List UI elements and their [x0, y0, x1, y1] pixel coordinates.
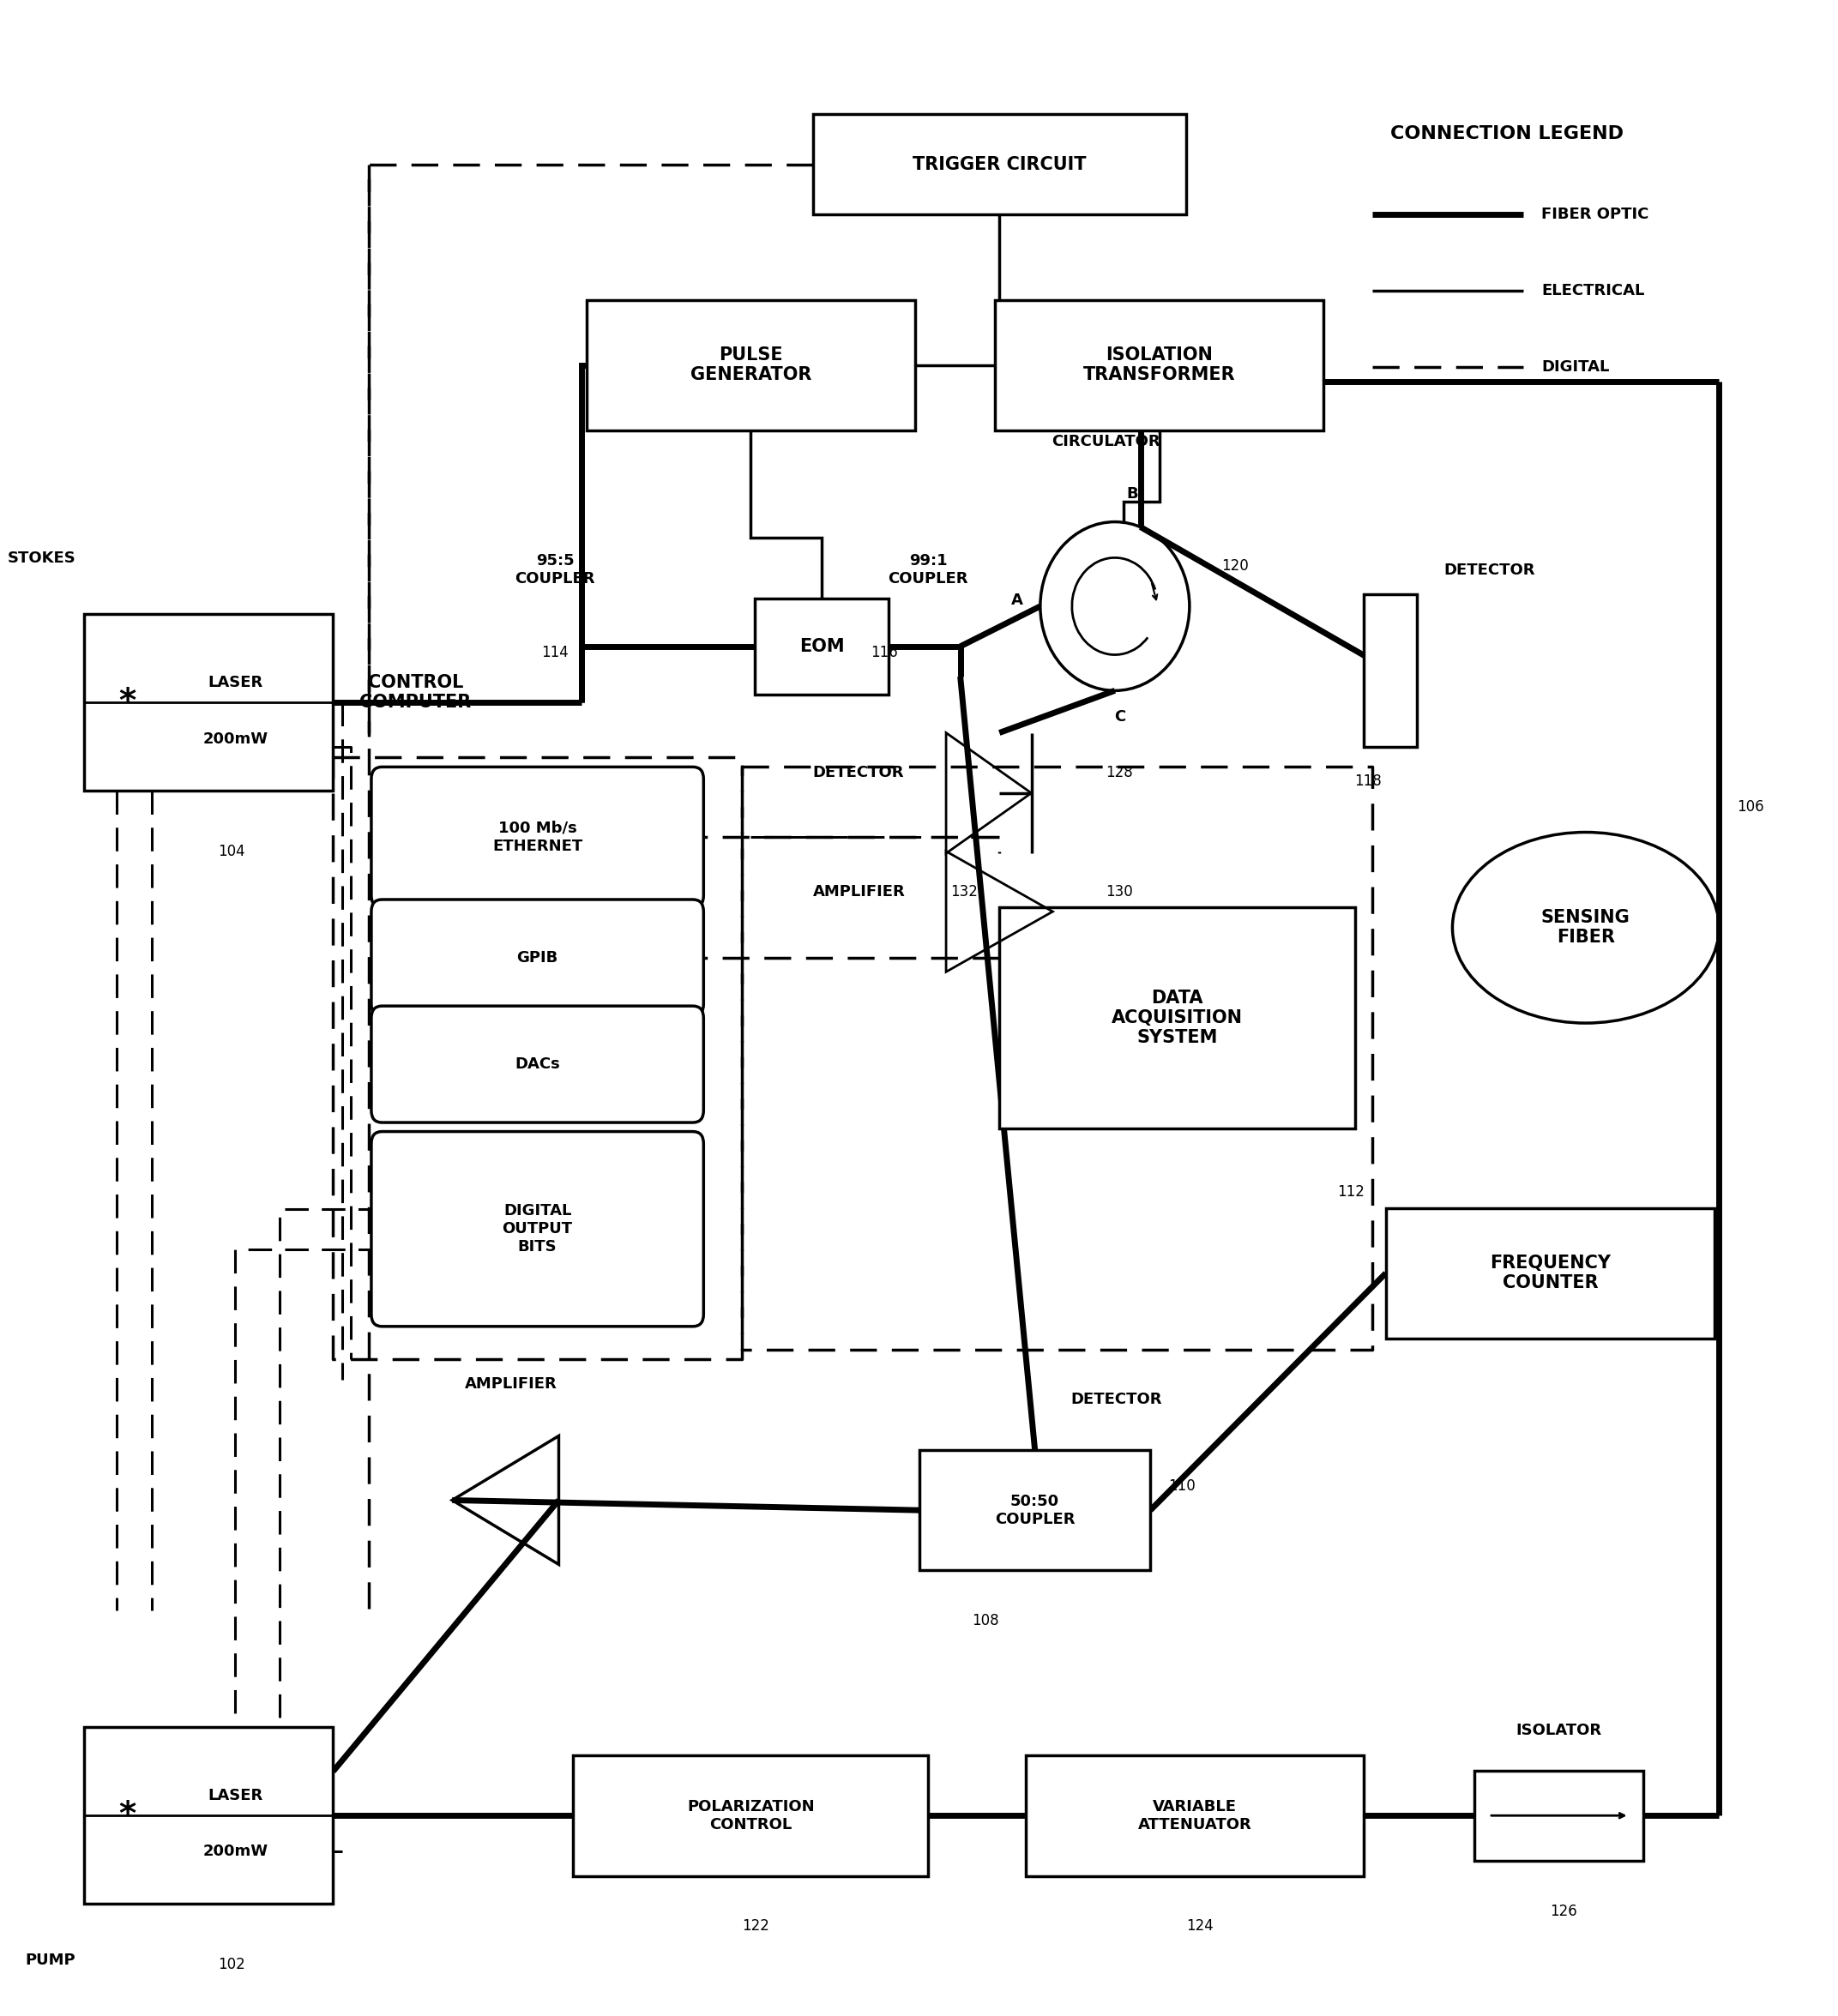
Text: 106: 106 — [1737, 800, 1764, 814]
Text: *: * — [118, 1798, 136, 1833]
Text: 114: 114 — [542, 645, 568, 659]
Text: C: C — [1114, 710, 1127, 724]
FancyBboxPatch shape — [85, 1728, 333, 1903]
Text: 132: 132 — [950, 883, 978, 899]
Text: 116: 116 — [869, 645, 897, 659]
Text: LASER: LASER — [208, 1788, 263, 1802]
FancyBboxPatch shape — [371, 1006, 704, 1123]
FancyBboxPatch shape — [371, 1131, 704, 1327]
Text: 126: 126 — [1549, 1903, 1577, 1919]
FancyBboxPatch shape — [755, 599, 888, 696]
FancyBboxPatch shape — [1364, 595, 1417, 746]
Text: 110: 110 — [1169, 1478, 1195, 1494]
Text: 124: 124 — [1186, 1919, 1213, 1933]
Text: AMPLIFIER: AMPLIFIER — [465, 1377, 557, 1391]
Text: 108: 108 — [972, 1613, 1000, 1629]
Text: 50:50
COUPLER: 50:50 COUPLER — [994, 1494, 1075, 1526]
Text: PUMP: PUMP — [26, 1951, 75, 1968]
Text: DIGITAL
OUTPUT
BITS: DIGITAL OUTPUT BITS — [502, 1204, 573, 1254]
Text: DETECTOR: DETECTOR — [812, 766, 904, 780]
FancyBboxPatch shape — [1386, 1208, 1715, 1339]
Text: 112: 112 — [1338, 1183, 1364, 1200]
Text: POLARIZATION
CONTROL: POLARIZATION CONTROL — [687, 1798, 814, 1833]
FancyBboxPatch shape — [573, 1756, 928, 1875]
FancyBboxPatch shape — [919, 1450, 1151, 1570]
Text: ISOLATION
TRANSFORMER: ISOLATION TRANSFORMER — [1083, 347, 1235, 383]
FancyBboxPatch shape — [371, 766, 704, 907]
Text: 95:5
COUPLER: 95:5 COUPLER — [515, 554, 596, 587]
Text: ELECTRICAL: ELECTRICAL — [1542, 282, 1645, 298]
Text: 102: 102 — [217, 1956, 244, 1972]
Text: DETECTOR: DETECTOR — [1443, 562, 1535, 579]
Text: AMPLIFIER: AMPLIFIER — [812, 883, 906, 899]
Text: STOKES: STOKES — [7, 550, 75, 566]
Text: 100 Mb/s
ETHERNET: 100 Mb/s ETHERNET — [493, 821, 583, 855]
Text: 120: 120 — [1222, 558, 1248, 575]
Text: *: * — [118, 685, 136, 720]
Text: DETECTOR: DETECTOR — [1070, 1391, 1162, 1407]
FancyBboxPatch shape — [812, 115, 1186, 214]
Text: SENSING
FIBER: SENSING FIBER — [1542, 909, 1630, 946]
Text: 130: 130 — [1106, 883, 1134, 899]
Text: 200mW: 200mW — [202, 1845, 268, 1859]
Text: LASER: LASER — [208, 675, 263, 689]
Text: DATA
ACQUISITION
SYSTEM: DATA ACQUISITION SYSTEM — [1112, 990, 1242, 1046]
Text: 200mW: 200mW — [202, 732, 268, 746]
FancyBboxPatch shape — [994, 300, 1323, 431]
Text: CONNECTION LEGEND: CONNECTION LEGEND — [1390, 125, 1623, 143]
FancyBboxPatch shape — [1026, 1756, 1364, 1875]
Text: ISOLATOR: ISOLATOR — [1516, 1722, 1603, 1738]
FancyBboxPatch shape — [1000, 907, 1355, 1129]
Text: 99:1
COUPLER: 99:1 COUPLER — [888, 554, 969, 587]
Text: FIBER OPTIC: FIBER OPTIC — [1542, 208, 1649, 222]
FancyBboxPatch shape — [586, 300, 915, 431]
Text: 104: 104 — [217, 843, 244, 859]
Text: CIRCULATOR: CIRCULATOR — [1051, 433, 1160, 450]
Text: B: B — [1127, 486, 1138, 502]
Text: A: A — [1011, 593, 1024, 609]
FancyBboxPatch shape — [85, 615, 333, 790]
Text: VARIABLE
ATTENUATOR: VARIABLE ATTENUATOR — [1138, 1798, 1252, 1833]
FancyBboxPatch shape — [371, 899, 704, 1016]
Text: 128: 128 — [1106, 766, 1134, 780]
Text: CONTROL
COMPUTER: CONTROL COMPUTER — [360, 673, 472, 712]
Text: PULSE
GENERATOR: PULSE GENERATOR — [689, 347, 811, 383]
Text: DIGITAL: DIGITAL — [1542, 359, 1610, 375]
Text: FREQUENCY
COUNTER: FREQUENCY COUNTER — [1489, 1254, 1610, 1292]
Text: 118: 118 — [1355, 774, 1382, 788]
FancyBboxPatch shape — [1474, 1770, 1643, 1861]
Text: GPIB: GPIB — [516, 950, 559, 966]
Text: 122: 122 — [743, 1919, 768, 1933]
Text: EOM: EOM — [800, 637, 844, 655]
Text: DACs: DACs — [515, 1056, 561, 1073]
Text: TRIGGER CIRCUIT: TRIGGER CIRCUIT — [912, 155, 1086, 173]
